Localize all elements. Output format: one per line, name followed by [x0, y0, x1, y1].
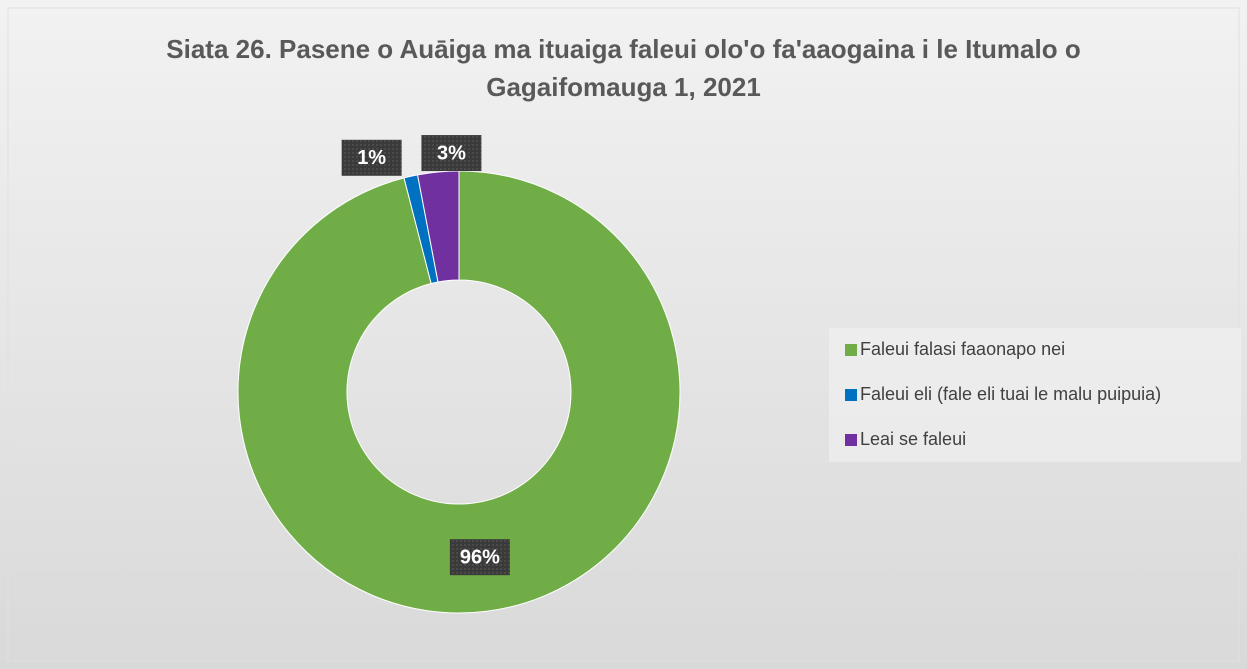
legend-swatch — [845, 389, 857, 401]
legend-swatch — [845, 344, 857, 356]
legend-box — [829, 328, 1241, 462]
data-label-box — [341, 139, 402, 176]
data-label: 96% — [460, 546, 500, 568]
legend-label: Faleui eli (fale eli tuai le malu puipui… — [860, 384, 1161, 404]
legend-label: Leai se faleui — [860, 429, 966, 449]
data-label-box — [421, 135, 482, 172]
chart-title: Siata 26. Pasene o Auāiga ma ituaiga fal… — [166, 34, 1081, 102]
donut-segment — [417, 170, 460, 283]
legend-label: Faleui falasi faaonapo nei — [860, 339, 1065, 359]
legend-swatch — [845, 434, 857, 446]
donut-segment — [237, 170, 681, 614]
data-label: 3% — [437, 142, 466, 164]
data-label: 1% — [357, 147, 386, 169]
data-label-box — [449, 539, 510, 576]
